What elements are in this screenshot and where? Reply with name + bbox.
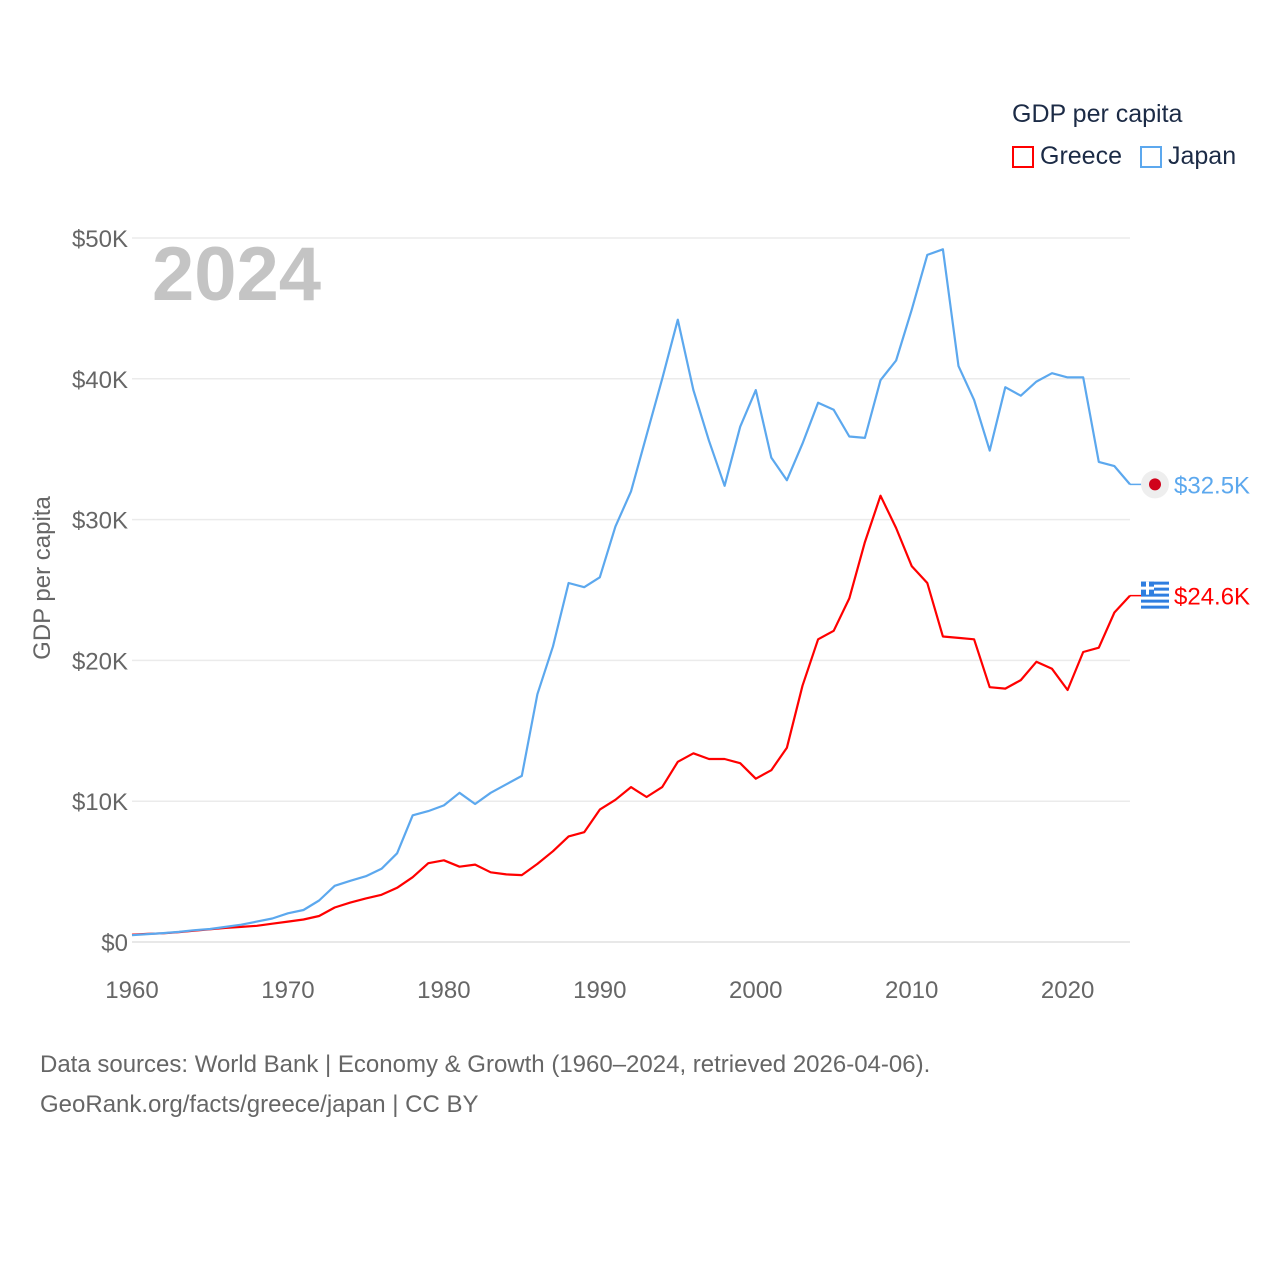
greece-flag-stripe [1141, 599, 1169, 603]
legend-label: Greece [1040, 142, 1122, 170]
greece-flag-stripe [1141, 593, 1169, 597]
legend-item-greece[interactable]: Greece [1012, 142, 1122, 171]
x-tick-label: 1980 [417, 977, 470, 1004]
greece-flag-stripe [1141, 581, 1169, 585]
japan-flag-sun [1149, 478, 1161, 491]
greece-flag-stripe [1141, 587, 1169, 591]
x-tick-label: 2000 [729, 977, 782, 1004]
end-value-label: $32.5K [1174, 472, 1250, 499]
x-tick-label: 1970 [261, 977, 314, 1004]
greece-flag-cross [1141, 586, 1154, 590]
legend: Greece Japan [1012, 142, 1254, 171]
x-tick-label: 1960 [105, 977, 158, 1004]
legend-title: GDP per capita [1012, 100, 1183, 128]
greece-flag-stripe [1141, 605, 1169, 609]
y-axis-label: GDP per capita [29, 496, 56, 660]
legend-item-japan[interactable]: Japan [1139, 142, 1237, 171]
y-tick-label: $50K [72, 226, 128, 253]
source-line-2: GeoRank.org/facts/greece/japan | CC BY [40, 1091, 479, 1118]
year-label: 2024 [152, 232, 321, 317]
series-line-japan [131, 248, 1131, 937]
legend-swatch-japan [1139, 145, 1162, 168]
x-tick-label: 2010 [885, 977, 938, 1004]
y-tick-label: $0 [101, 930, 128, 957]
y-tick-label: $30K [72, 508, 128, 535]
y-tick-label: $20K [72, 648, 128, 675]
x-tick-label: 1990 [573, 977, 626, 1004]
legend-label: Japan [1167, 142, 1237, 170]
source-note: Data sources: World Bank | Economy & Gro… [40, 1045, 930, 1125]
legend-swatch-greece [1012, 145, 1034, 168]
x-tick-label: 2020 [1041, 977, 1094, 1004]
source-line-1: Data sources: World Bank | Economy & Gro… [40, 1051, 931, 1078]
series-line-greece [131, 494, 1131, 936]
y-tick-label: $10K [72, 789, 128, 816]
end-value-label: $24.6K [1174, 584, 1250, 611]
y-tick-label: $40K [72, 367, 128, 394]
